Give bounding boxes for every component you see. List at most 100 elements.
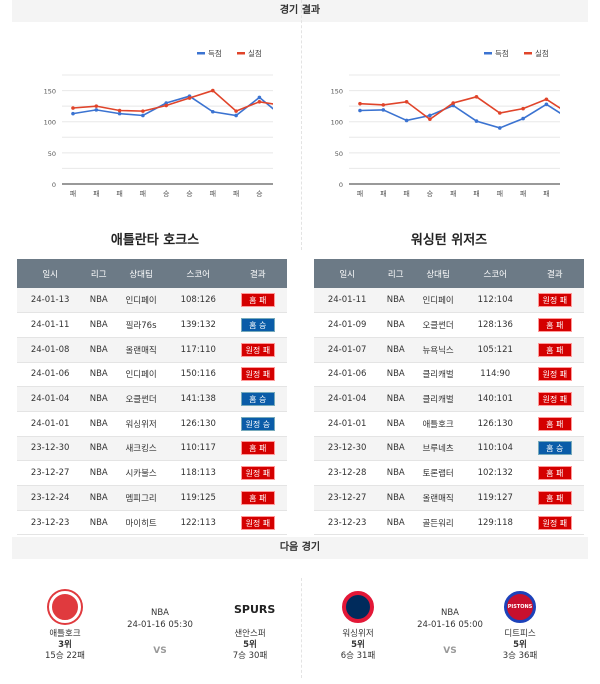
data-point (211, 109, 215, 114)
cell-score: 126:130 (464, 411, 526, 437)
x-tick-label: 패 (93, 189, 99, 198)
cell-league: NBA (380, 510, 412, 536)
x-tick-label: 패 (380, 189, 386, 198)
cell-score: 150:116 (167, 362, 229, 388)
data-point (568, 117, 572, 121)
data-point (94, 108, 99, 112)
cell-date: 24-01-11 (314, 288, 381, 314)
cell-date: 23-12-27 (17, 460, 84, 486)
column-header: 스코어 (464, 259, 526, 288)
plot (71, 88, 285, 118)
result-badge: 홈 패 (537, 342, 572, 357)
table-row: 23-12-27 NBA 시카불스 118:113 원정 패 (17, 460, 287, 486)
cell-score: 129:118 (464, 510, 526, 536)
result-badge: 원정 패 (240, 515, 275, 530)
legend-swatch (524, 52, 532, 55)
league: NBA (150, 608, 169, 618)
data-point (141, 109, 145, 113)
legend-label: 실점 (535, 48, 549, 58)
result-badge: 홈 패 (537, 318, 572, 333)
cell-opponent: 애틀호크 (411, 411, 465, 437)
x-tick-label: 패 (543, 189, 549, 198)
series-line-scored (359, 103, 560, 129)
cell-score: 102:132 (464, 460, 526, 486)
column-header: 상대팀 (114, 259, 168, 288)
next-game-1[interactable]: 애틀호크 3위 15승 22패 NBA 24-01-16 05:30 VS SP… (15, 585, 305, 675)
cell-opponent: 토론랩터 (411, 460, 465, 486)
cell-score: 108:126 (167, 288, 229, 314)
cell-opponent: 올랜매직 (411, 485, 465, 511)
cell-result: 원정 패 (525, 288, 584, 314)
column-header: 상대팀 (411, 259, 465, 288)
vs-label: VS (153, 646, 167, 656)
game-time: 24-01-16 05:30 (127, 620, 193, 630)
home-team[interactable]: 워싱위저 5위 6승 31패 (318, 591, 398, 662)
cell-league: NBA (83, 411, 115, 437)
x-tick-label: 패 (210, 189, 216, 198)
result-badge: 원정 패 (240, 466, 275, 481)
cell-league: NBA (380, 362, 412, 388)
away-team[interactable]: SPURS 샌안스퍼 5위 7승 30패 (210, 591, 290, 662)
team-name: 디트피스 (504, 629, 536, 639)
table-row: 23-12-30 NBA 새크킹스 110:117 홈 패 (17, 436, 287, 462)
x-tick-label: 패 (357, 189, 363, 198)
data-point (164, 103, 168, 108)
away-team[interactable]: PISTONS 디트피스 5위 3승 36패 (480, 591, 560, 662)
data-point (141, 113, 145, 118)
cell-league: NBA (83, 386, 115, 412)
cell-league: NBA (83, 312, 115, 338)
cell-result: 홈 패 (525, 337, 584, 363)
data-point (568, 112, 572, 116)
cell-result: 홈 패 (525, 485, 584, 511)
cell-league: NBA (83, 460, 115, 486)
x-tick-label: 패 (70, 189, 76, 198)
data-point (451, 101, 455, 105)
cell-opponent: 뉴욕닉스 (411, 337, 465, 363)
cell-opponent: 필라76s (114, 312, 168, 338)
data-point (381, 103, 386, 107)
data-point (281, 104, 285, 108)
cell-result: 홈 패 (228, 288, 287, 314)
y-tick-label: 0 (52, 181, 56, 189)
chart-wizards: 0 50 100 150 패 패 패 승 패 패 패 패 패 득점 실점 (331, 48, 572, 198)
cell-score: 105:121 (464, 337, 526, 363)
cell-date: 24-01-01 (17, 411, 84, 437)
table-row: 23-12-28 NBA 토론랩터 102:132 홈 패 (314, 460, 584, 486)
table-row: 24-01-01 NBA 워싱위저 126:130 원정 승 (17, 411, 287, 437)
result-badge: 홈 승 (240, 318, 275, 333)
cell-score: 128:136 (464, 312, 526, 338)
table-row: 24-01-04 NBA 오클썬더 141:138 홈 승 (17, 386, 287, 412)
cell-score: 141:138 (167, 386, 229, 412)
result-badge: 홈 승 (537, 441, 572, 456)
result-badge: 원정 승 (240, 416, 275, 431)
cell-date: 23-12-28 (314, 460, 381, 486)
cell-result: 홈 패 (525, 460, 584, 486)
wizards-logo-icon (342, 591, 374, 623)
x-tick-label: 패 (403, 189, 409, 198)
legend-swatch (197, 52, 205, 55)
column-header: 결과 (525, 259, 584, 288)
cell-opponent: 시카불스 (114, 460, 168, 486)
x-tick-label: 패 (497, 189, 503, 198)
team-rank: 3위 (58, 640, 72, 650)
data-point (358, 108, 362, 113)
cell-opponent: 인디페이 (114, 362, 168, 388)
cell-result: 홈 패 (525, 312, 584, 338)
cell-opponent: 오클썬더 (411, 312, 465, 338)
data-point (521, 116, 525, 121)
table-row: 24-01-06 NBA 클리캐벌 114:90 원정 패 (314, 362, 584, 388)
divider (301, 578, 302, 678)
legend-label: 득점 (495, 48, 509, 58)
cell-league: NBA (380, 411, 412, 437)
cell-score: 118:113 (167, 460, 229, 486)
data-point (257, 99, 262, 104)
data-point (164, 101, 168, 105)
cell-result: 원정 패 (228, 460, 287, 486)
team-rank: 5위 (243, 640, 257, 650)
game-info: NBA 24-01-16 05:00 VS (405, 607, 495, 657)
cell-date: 23-12-23 (17, 510, 84, 536)
home-team[interactable]: 애틀호크 3위 15승 22패 (25, 591, 105, 662)
cell-result: 원정 패 (525, 510, 584, 536)
team-name: 샌안스퍼 (234, 629, 266, 639)
next-game-2[interactable]: 워싱위저 5위 6승 31패 NBA 24-01-16 05:00 VS PIS… (305, 585, 595, 675)
